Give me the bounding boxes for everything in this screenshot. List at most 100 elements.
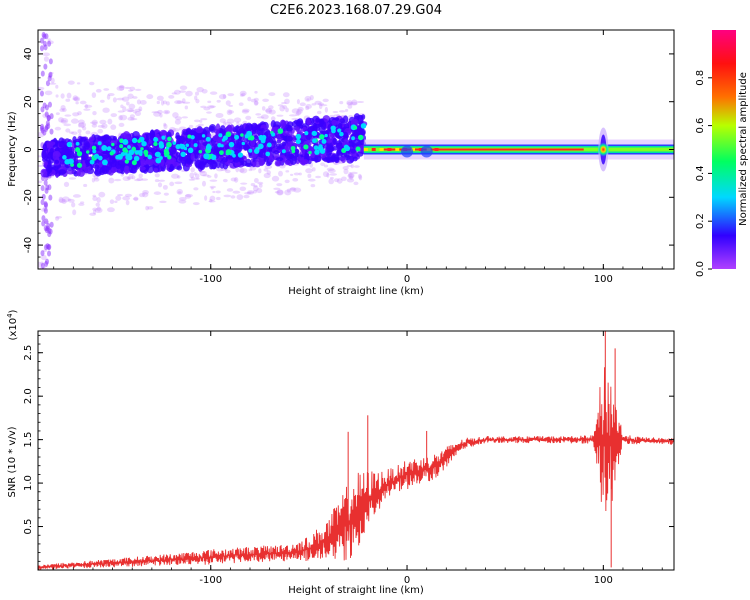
- spectral-haze: [73, 96, 81, 102]
- spectral-blob: [49, 147, 54, 157]
- spectral-blob: [176, 154, 183, 164]
- spectral-haze: [157, 109, 163, 115]
- spectral-haze: [66, 92, 72, 99]
- spectral-blob: [212, 135, 219, 142]
- spectral-peak: [91, 145, 97, 151]
- spectral-haze: [42, 52, 51, 57]
- spectral-haze: [58, 117, 64, 123]
- spectral-peak: [153, 141, 158, 147]
- spectral-haze: [117, 110, 125, 113]
- spectral-haze: [72, 194, 81, 198]
- spectral-blob: [251, 128, 257, 135]
- spectral-haze: [128, 173, 134, 177]
- spectral-blob: [165, 131, 172, 139]
- spectral-haze: [107, 207, 115, 213]
- spectral-peak: [180, 151, 186, 157]
- spectral-haze: [125, 199, 130, 206]
- spectral-haze: [341, 176, 347, 182]
- spectral-haze: [38, 86, 45, 91]
- spectral-haze: [48, 194, 53, 201]
- spectral-haze: [291, 108, 300, 114]
- spectral-line-core: [418, 148, 423, 151]
- spectral-blob: [251, 152, 258, 159]
- spectral-haze: [215, 190, 221, 194]
- spectral-haze: [142, 192, 149, 198]
- spectral-peak: [353, 125, 358, 130]
- spectral-peak: [210, 154, 217, 161]
- spectral-haze: [203, 107, 211, 111]
- spectral-haze: [169, 181, 175, 187]
- spectral-haze: [44, 126, 49, 133]
- spectral-peak: [290, 145, 296, 151]
- spectral-haze: [194, 119, 201, 123]
- spectral-haze: [134, 111, 142, 117]
- spectral-haze: [129, 114, 136, 119]
- spectral-haze: [329, 173, 337, 176]
- spectral-haze: [92, 207, 98, 211]
- spectral-haze: [163, 123, 168, 129]
- spectral-haze: [333, 178, 340, 183]
- spectral-haze: [347, 173, 354, 179]
- spectral-haze: [45, 258, 50, 265]
- spectral-haze: [276, 183, 283, 187]
- spectral-haze: [244, 191, 252, 195]
- spectral-haze: [346, 178, 355, 183]
- colorbar-label: Normalized spectral amplitude: [738, 72, 749, 226]
- spectral-blob: [342, 131, 349, 138]
- spectral-haze: [138, 106, 143, 112]
- spectral-blob: [307, 147, 315, 152]
- spectral-haze: [89, 212, 97, 216]
- spectral-haze: [116, 86, 125, 92]
- spectral-haze: [206, 105, 215, 109]
- spectral-peak: [265, 151, 271, 157]
- spectral-haze: [79, 201, 85, 204]
- spectral-blob: [306, 119, 311, 125]
- spectral-peak: [97, 155, 103, 161]
- spectral-haze: [261, 106, 266, 111]
- spectral-line-core: [410, 148, 415, 151]
- spectral-haze: [92, 209, 97, 215]
- spectral-haze: [83, 108, 91, 111]
- spectral-haze: [103, 88, 110, 91]
- spectral-haze: [200, 105, 207, 109]
- spectral-haze: [290, 173, 294, 176]
- spectral-blob: [222, 156, 228, 163]
- spectral-haze: [154, 179, 160, 183]
- spectral-blob: [196, 147, 201, 156]
- spectral-haze: [76, 82, 81, 85]
- spectral-haze: [324, 106, 328, 113]
- spectral-blob: [107, 159, 115, 165]
- spectral-blob: [224, 144, 230, 150]
- spectral-haze: [174, 116, 182, 121]
- snr-x-ticks: -100 0 100: [53, 331, 663, 586]
- spectral-haze: [173, 89, 181, 95]
- spectral-haze: [40, 199, 45, 206]
- y-tick-label: 0: [23, 146, 34, 152]
- spectral-peak: [308, 150, 312, 155]
- spectral-peak: [253, 148, 260, 154]
- spectral-blob: [194, 154, 201, 160]
- spectral-haze: [256, 116, 265, 119]
- spectral-blob: [336, 149, 341, 156]
- spectral-haze: [350, 164, 354, 169]
- spectral-haze: [68, 177, 77, 180]
- spectral-haze: [60, 119, 67, 123]
- spectral-haze: [72, 97, 80, 101]
- spectral-haze: [295, 110, 302, 116]
- spectral-haze: [172, 128, 180, 132]
- spectral-haze: [109, 199, 115, 205]
- spectral-haze: [179, 90, 187, 93]
- spectral-haze: [285, 107, 289, 113]
- spectral-peak: [201, 134, 206, 138]
- spectral-haze: [236, 194, 244, 201]
- spectral-blob: [341, 156, 346, 164]
- spectral-haze: [286, 188, 291, 193]
- spectral-haze: [45, 80, 50, 87]
- spectral-blob: [339, 118, 346, 124]
- spectral-haze: [60, 93, 65, 99]
- spectral-haze: [40, 250, 45, 257]
- spectral-haze: [44, 111, 49, 118]
- spectral-haze: [121, 96, 130, 102]
- spectral-blob: [274, 160, 282, 167]
- spectral-peak: [124, 159, 130, 164]
